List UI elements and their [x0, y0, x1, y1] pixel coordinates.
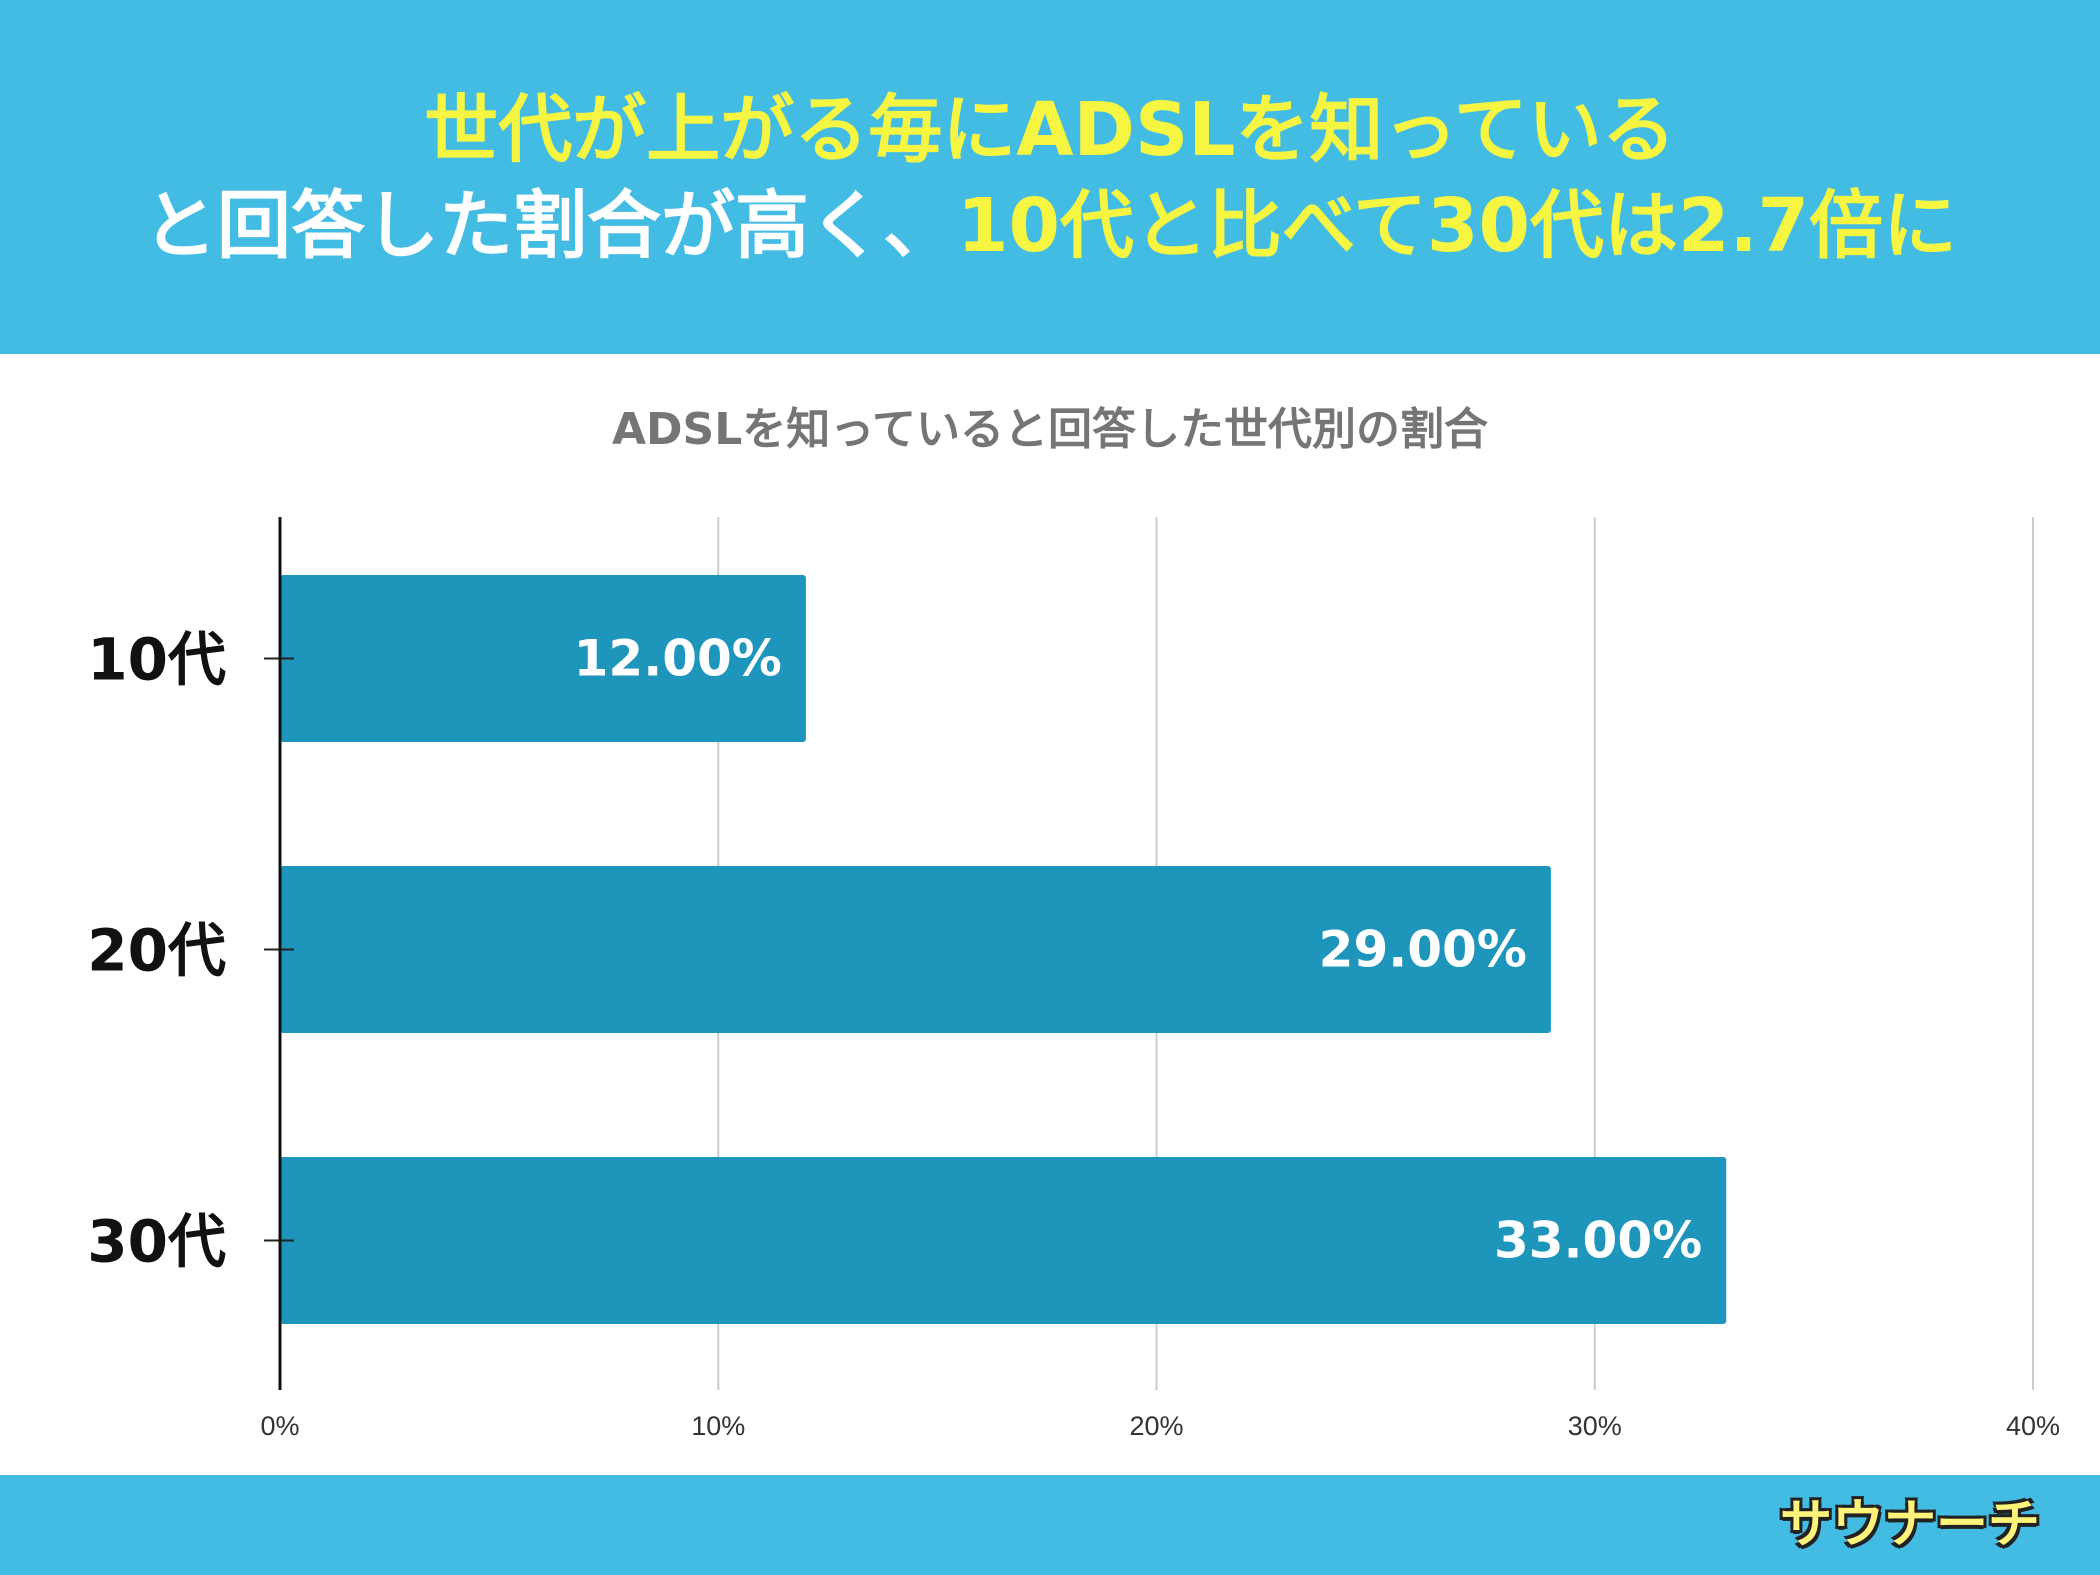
bar-value-label: 29.00%	[1319, 921, 1527, 979]
x-tick-label: 40%	[2006, 1411, 2060, 1441]
headline-line-2-highlight: 10代と比べて30代は2.7倍に	[956, 183, 1958, 269]
headline-line-2-white: と回答した割合が高く、	[142, 183, 957, 269]
bar	[280, 575, 806, 742]
brand-logo: サウナーチ	[1780, 1485, 2040, 1565]
bar	[280, 866, 1551, 1033]
header-banner: 世代が上がる毎にADSLを知っている と回答した割合が高く、10代と比べて30代…	[0, 0, 2100, 354]
headline-line-1: 世代が上がる毎にADSLを知っている	[424, 87, 1676, 173]
footer-banner	[0, 1475, 2100, 1575]
category-label: 10代	[87, 626, 226, 694]
x-tick-label: 10%	[691, 1411, 745, 1441]
x-tick-label: 30%	[1568, 1411, 1622, 1441]
category-label: 30代	[87, 1208, 226, 1276]
bar-value-label: 33.00%	[1494, 1212, 1702, 1270]
x-tick-label: 0%	[260, 1411, 299, 1441]
chart-title: ADSLを知っていると回答した世代別の割合	[611, 404, 1489, 455]
bar-chart: 0% 10% 20% 30% 40% 12.00% 10代 29.00% 20代 33.00% 30…	[87, 517, 2060, 1441]
bar-value-label: 12.00%	[574, 630, 782, 688]
bar	[280, 1157, 1727, 1324]
x-tick-label: 20%	[1129, 1411, 1183, 1441]
logo-text: サウナーチ	[1780, 1495, 2041, 1555]
headline-line-2: と回答した割合が高く、10代と比べて30代は2.7倍に	[0, 178, 2100, 274]
category-label: 20代	[87, 917, 226, 985]
